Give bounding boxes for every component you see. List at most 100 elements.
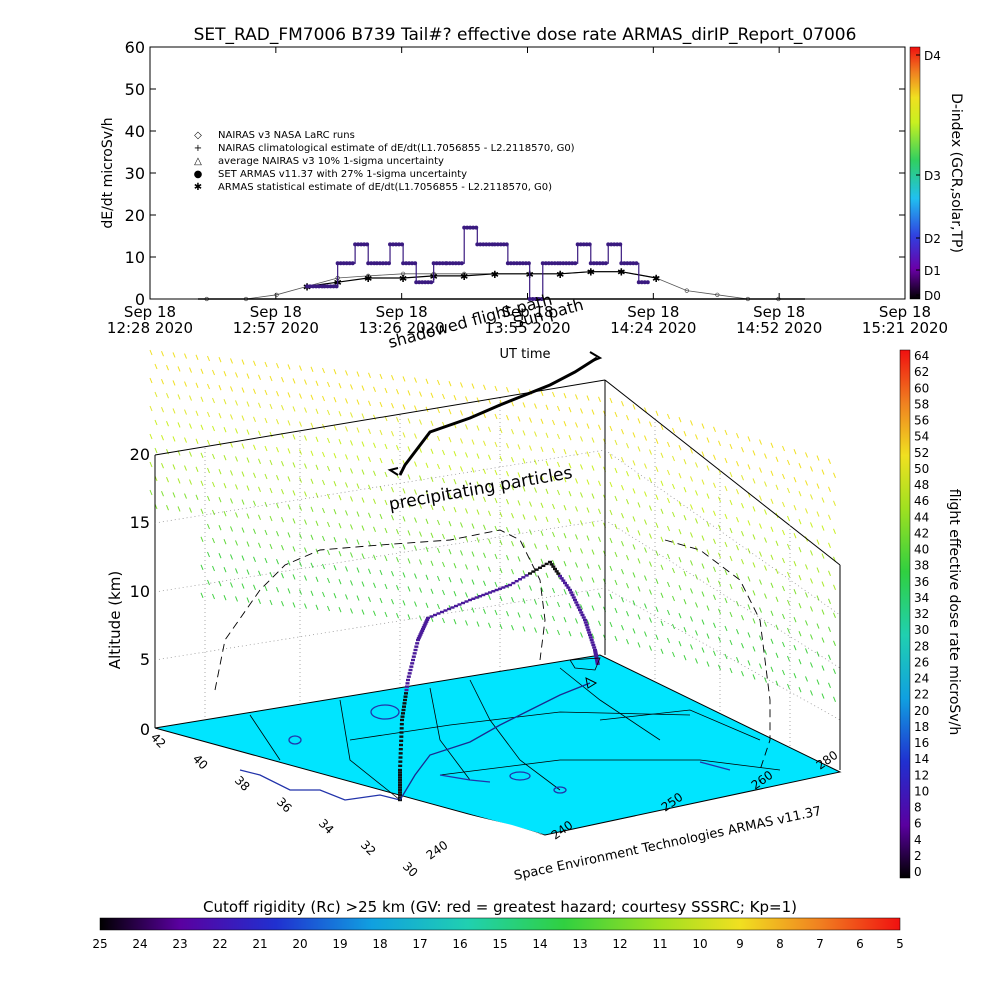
particle-mark xyxy=(609,593,613,600)
particle-mark xyxy=(747,520,751,526)
particle-mark xyxy=(782,669,785,676)
particle-mark xyxy=(718,524,721,530)
particle-mark xyxy=(580,604,583,610)
particle-mark xyxy=(253,388,256,394)
particle-mark xyxy=(207,411,210,418)
particle-mark xyxy=(396,613,399,619)
particle-mark xyxy=(540,474,544,480)
set-armas-point xyxy=(639,280,644,285)
particle-mark xyxy=(690,616,693,622)
particle-mark xyxy=(667,609,670,616)
flight-path-point xyxy=(474,596,479,599)
particle-mark xyxy=(810,634,813,640)
flight-path-point xyxy=(400,718,404,722)
particle-mark xyxy=(724,597,728,604)
particle-mark xyxy=(793,645,797,651)
set-armas-point xyxy=(514,261,519,266)
flight-path-point xyxy=(447,607,451,611)
particle-mark xyxy=(621,625,624,631)
particle-mark xyxy=(253,360,256,366)
particle-mark xyxy=(230,498,233,504)
particle-mark xyxy=(379,597,383,604)
particle-mark xyxy=(407,390,411,396)
particle-mark xyxy=(322,563,325,570)
particle-mark xyxy=(465,592,468,598)
set-armas-point xyxy=(573,261,578,266)
particle-mark xyxy=(292,574,296,580)
particle-mark xyxy=(166,365,169,371)
particle-mark xyxy=(678,473,682,479)
particle-mark xyxy=(557,545,560,552)
particle-mark xyxy=(649,421,652,427)
particle-mark xyxy=(557,517,560,524)
particle-mark xyxy=(476,621,480,627)
flight-path-point xyxy=(398,791,402,794)
particle-mark xyxy=(747,660,751,666)
particle-mark xyxy=(626,415,629,421)
particle-mark xyxy=(713,510,716,516)
particle-mark xyxy=(166,421,169,427)
particle-mark xyxy=(563,561,567,567)
particle-mark xyxy=(517,500,521,506)
particle-mark xyxy=(189,479,192,485)
particle-mark xyxy=(253,584,256,590)
particle-mark xyxy=(499,595,503,602)
particle-mark xyxy=(752,478,756,484)
particle-mark xyxy=(338,523,342,529)
particle-mark xyxy=(706,521,710,527)
particle-mark xyxy=(534,515,537,521)
particle-mark xyxy=(724,625,728,632)
latitude-tick-label: 36 xyxy=(274,795,295,816)
particle-mark xyxy=(442,533,445,540)
particle-mark xyxy=(414,433,417,439)
cutoff-rigidity-tick-label: 14 xyxy=(532,937,547,951)
particle-mark xyxy=(511,569,514,575)
particle-mark xyxy=(678,641,682,647)
particle-mark xyxy=(499,623,503,630)
particle-mark xyxy=(414,405,417,411)
particle-mark xyxy=(241,443,245,449)
particle-mark xyxy=(166,505,169,511)
particle-mark xyxy=(632,600,636,606)
particle-mark xyxy=(511,597,514,603)
particle-mark xyxy=(172,436,176,442)
particle-mark xyxy=(299,477,302,483)
particle-mark xyxy=(218,553,222,559)
particle-mark xyxy=(833,612,836,618)
particle-mark xyxy=(701,423,705,429)
particle-mark xyxy=(724,541,728,548)
particle-mark xyxy=(258,570,261,576)
particle-mark xyxy=(345,538,348,544)
particle-mark xyxy=(591,549,595,555)
particle-mark xyxy=(223,483,227,489)
particle-mark xyxy=(356,567,360,573)
particle-mark xyxy=(207,439,210,446)
set-armas-point xyxy=(311,284,316,289)
flight-path-point xyxy=(578,608,582,612)
set-armas-point xyxy=(471,225,476,230)
particle-mark xyxy=(828,626,831,632)
particle-mark xyxy=(264,389,268,396)
particle-mark xyxy=(701,451,705,457)
flight-path-point xyxy=(468,598,472,602)
legend-symbol-4: ✱ xyxy=(194,182,202,193)
particle-mark xyxy=(632,628,636,634)
set-armas-point xyxy=(546,261,551,266)
top-x-tick-label-date: Sep 18 xyxy=(627,303,679,321)
particle-mark xyxy=(540,390,544,396)
particle-mark xyxy=(614,411,618,418)
set-armas-point xyxy=(570,261,575,266)
flight-path-point xyxy=(521,576,526,579)
particle-mark xyxy=(644,463,647,469)
particle-mark xyxy=(207,383,210,390)
dose-rate-colorbar: 6462605856545250484644424038363432302826… xyxy=(899,349,962,879)
dose-rate-tick-label: 42 xyxy=(914,526,929,540)
flight-path-point xyxy=(504,585,509,588)
particle-mark xyxy=(649,449,652,455)
particle-mark xyxy=(667,637,670,644)
particle-mark xyxy=(614,495,618,502)
particle-mark xyxy=(407,530,411,536)
particle-mark xyxy=(575,618,578,624)
particle-mark xyxy=(805,480,808,486)
particle-mark xyxy=(695,602,698,608)
